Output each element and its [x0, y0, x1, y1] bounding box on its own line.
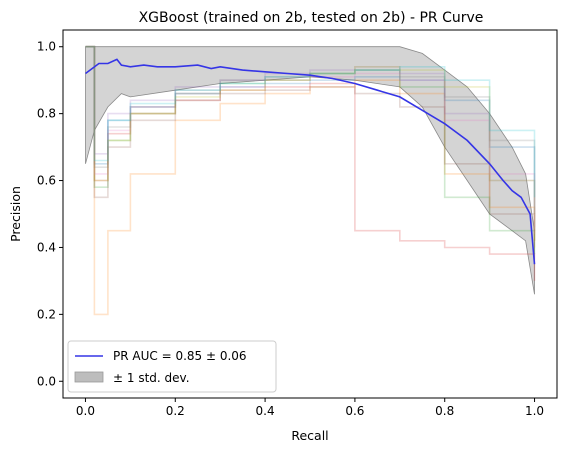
std-dev-band	[85, 46, 535, 295]
legend-band-label: ± 1 std. dev.	[113, 371, 190, 385]
fold-curve-7	[85, 45, 536, 235]
y-axis-label: Precision	[8, 186, 23, 242]
y-tick-label: 0.4	[37, 240, 56, 254]
y-tick-label: 0.0	[37, 374, 56, 388]
mean-curve-layer	[85, 58, 536, 265]
x-tick-label: 1.0	[525, 404, 544, 418]
fold-curve-8	[85, 45, 536, 214]
y-tick-label: 1.0	[37, 40, 56, 54]
legend-mean-label: PR AUC = 0.85 ± 0.06	[113, 349, 247, 363]
y-tick-label: 0.8	[37, 107, 56, 121]
fold-curve-4	[85, 45, 536, 281]
y-tick-label: 0.2	[37, 307, 56, 321]
x-axis-label: Recall	[291, 428, 328, 443]
y-tick-label: 0.6	[37, 174, 56, 188]
x-tick-label: 0.8	[435, 404, 454, 418]
y-axis-ticks: 0.0 0.2 0.4 0.6 0.8 1.0	[37, 40, 63, 388]
fold-curves-layer	[85, 45, 536, 316]
fold-curve-6	[85, 45, 536, 241]
plot-area	[85, 45, 536, 316]
fold-curve-9	[85, 45, 536, 241]
x-axis-ticks: 0.0 0.2 0.4 0.6 0.8 1.0	[76, 398, 544, 418]
x-tick-label: 0.4	[256, 404, 275, 418]
plot-frame	[62, 29, 558, 399]
legend: PR AUC = 0.85 ± 0.06 ± 1 std. dev.	[67, 340, 277, 393]
mean-pr-curve	[85, 58, 536, 265]
x-tick-label: 0.0	[76, 404, 95, 418]
fold-curve-10	[85, 45, 536, 198]
fold-curve-5	[85, 45, 536, 228]
fold-curve-3	[85, 45, 536, 255]
chart-title: XGBoost (trained on 2b, tested on 2b) - …	[139, 10, 484, 26]
legend-band-swatch	[74, 371, 104, 383]
fold-curve-2	[85, 45, 536, 316]
legend-box	[67, 340, 277, 393]
x-tick-label: 0.2	[166, 404, 185, 418]
fold-curve-1	[85, 45, 536, 231]
std-dev-band-layer	[85, 46, 535, 295]
x-tick-label: 0.6	[345, 404, 364, 418]
